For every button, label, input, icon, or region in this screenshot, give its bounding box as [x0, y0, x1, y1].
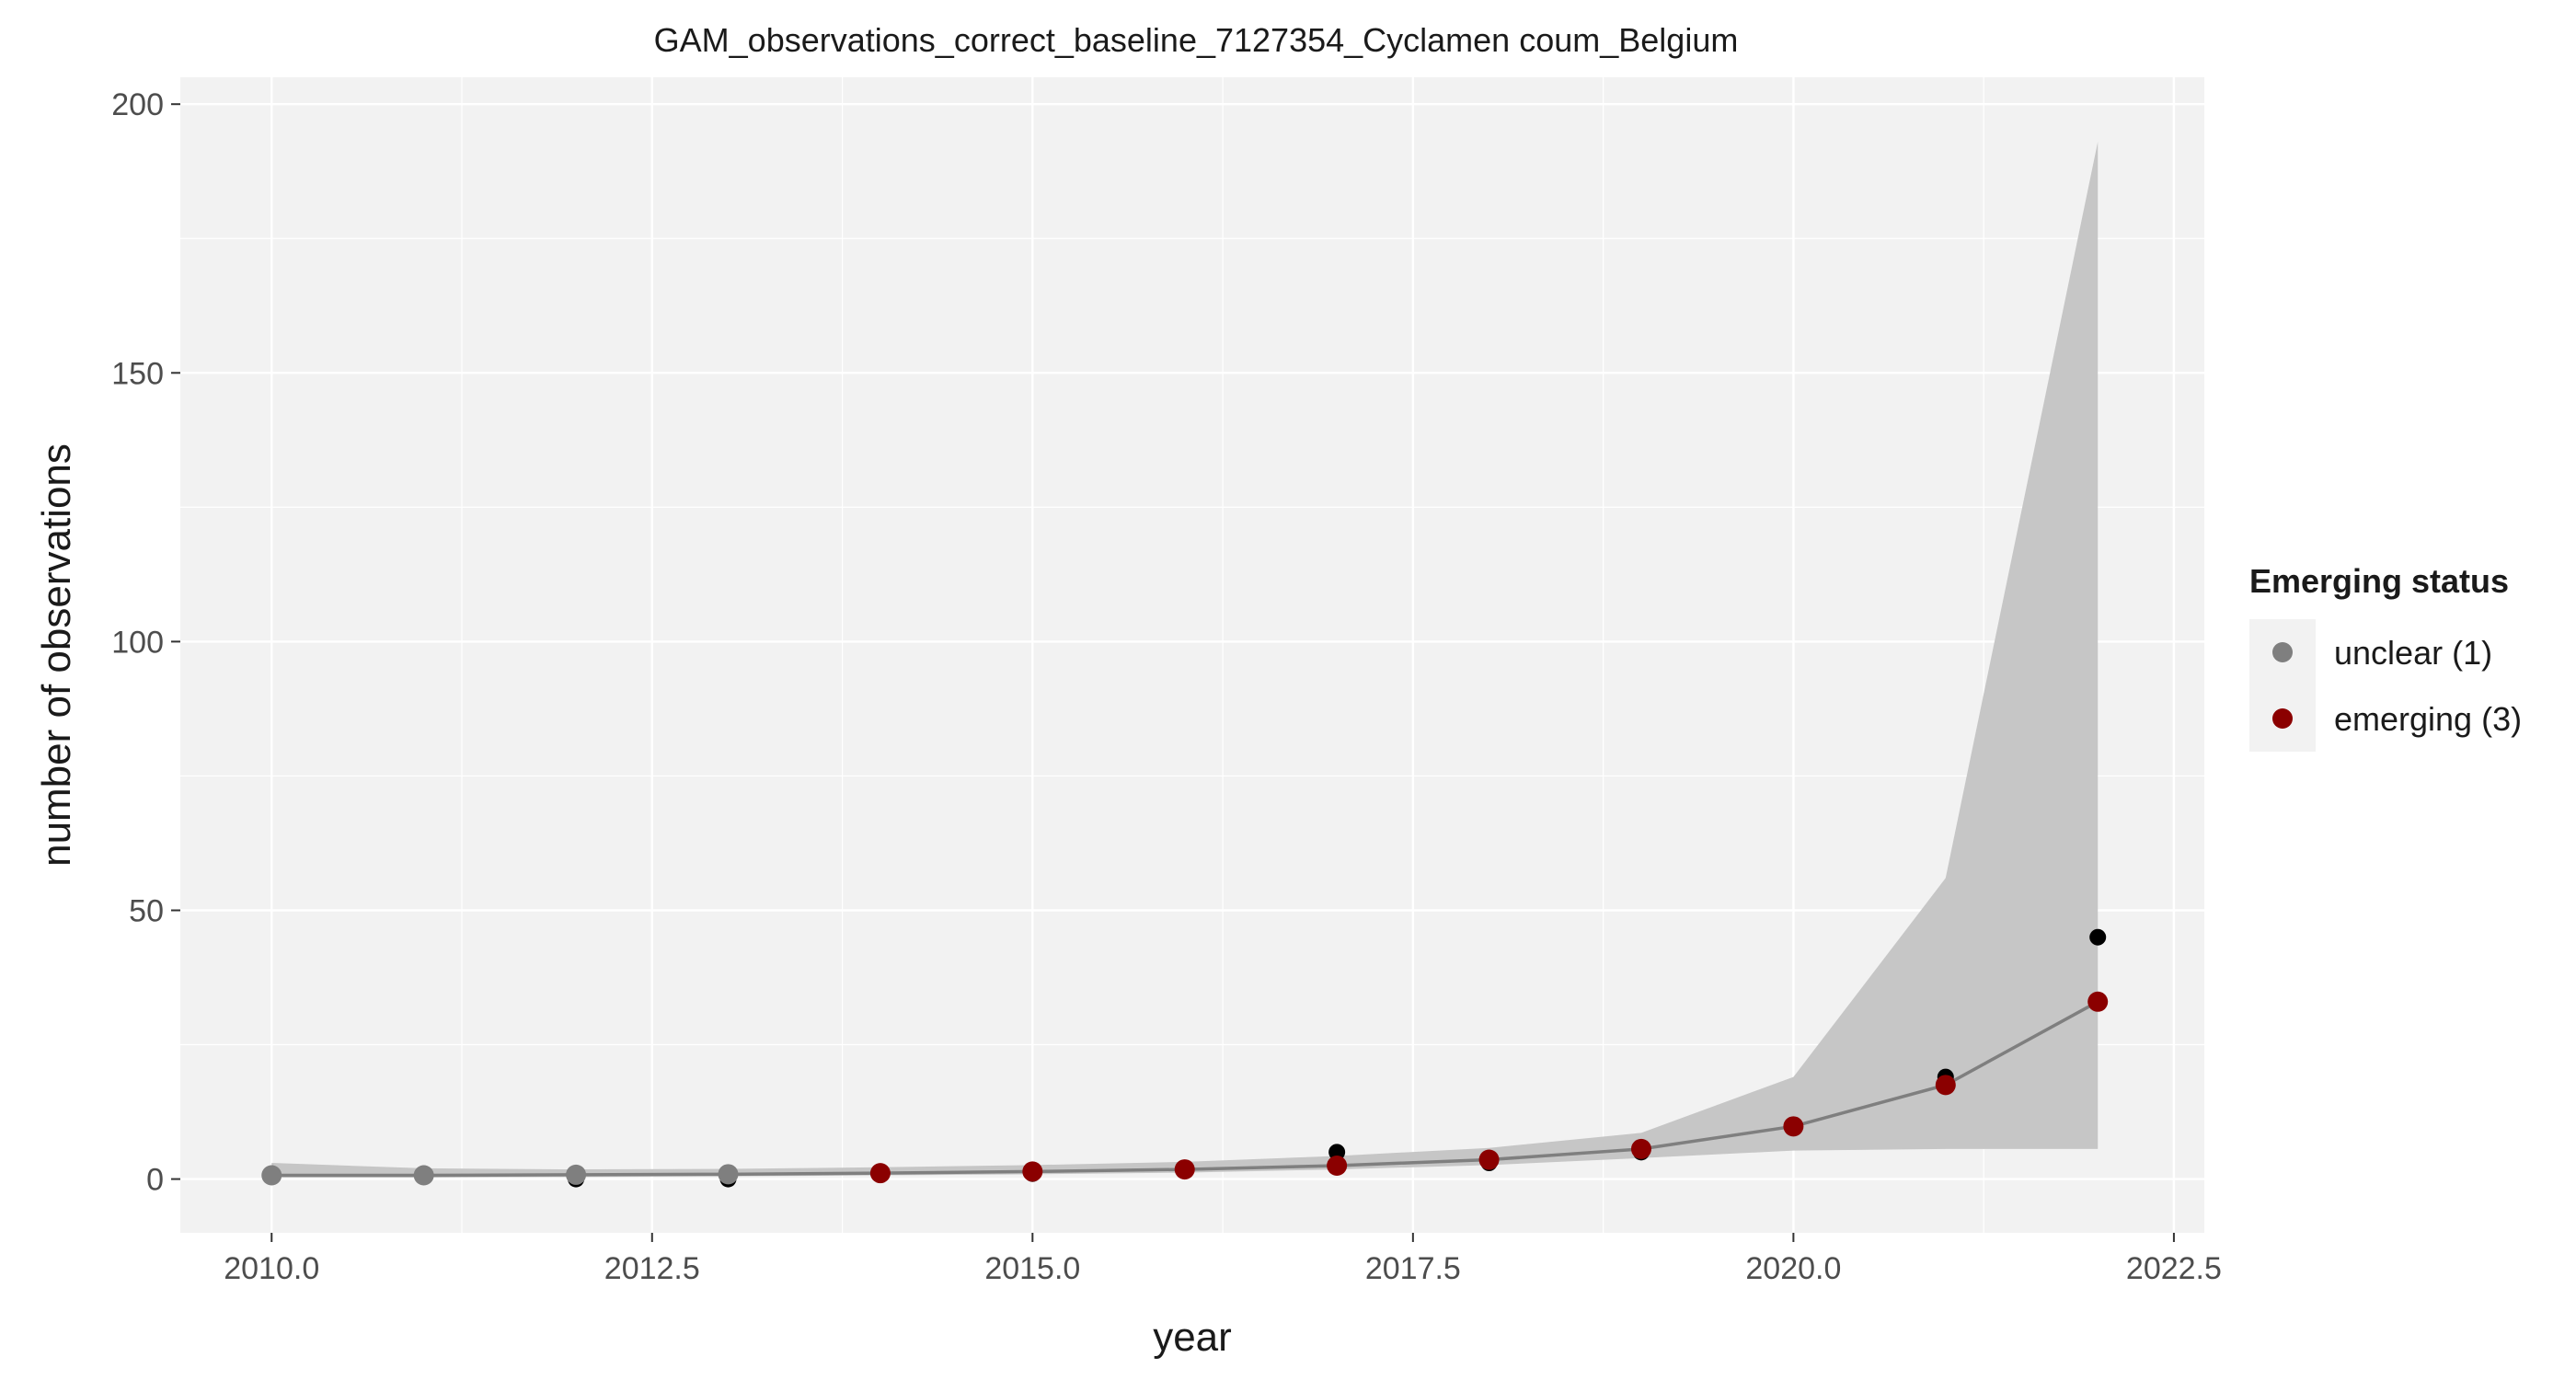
y-tick-label: 0 [146, 1163, 164, 1198]
observed-point [1328, 1144, 1346, 1161]
legend-label-unclear: unclear (1) [2334, 634, 2492, 672]
y-tick-label: 50 [129, 893, 164, 928]
y-axis-title: number of observations [34, 443, 79, 867]
fitted-point-unclear [566, 1164, 587, 1185]
fitted-point-emerging [1174, 1159, 1195, 1180]
fitted-point-emerging [1478, 1149, 1500, 1170]
fitted-point-emerging [1935, 1075, 1956, 1096]
legend-title: Emerging status [2249, 562, 2509, 600]
fitted-point-emerging [1327, 1155, 1348, 1176]
observed-point [2089, 928, 2107, 946]
y-tick-label: 200 [111, 87, 164, 122]
confidence-ribbon-layer [271, 142, 2099, 1178]
x-tick-label: 2022.5 [2126, 1251, 2222, 1286]
x-tick-label: 2015.0 [984, 1251, 1080, 1286]
fitted-points-layer [261, 991, 2109, 1186]
x-tick-label: 2010.0 [224, 1251, 319, 1286]
legend-label-emerging: emerging (3) [2334, 700, 2522, 738]
fitted-point-emerging [869, 1163, 891, 1184]
y-axis-ticks: 0 50 100 150 200 [111, 87, 180, 1198]
fitted-point-unclear [413, 1165, 434, 1186]
fitted-point-emerging [1783, 1116, 1804, 1137]
x-tick-label: 2012.5 [604, 1251, 700, 1286]
x-axis-ticks: 2010.0 2012.5 2015.0 2017.5 2020.0 2022.5 [224, 1233, 2222, 1286]
confidence-ribbon [271, 142, 2099, 1178]
fitted-point-emerging [1022, 1161, 1043, 1182]
major-gridlines [180, 77, 2204, 1233]
legend-key-emerging [2272, 708, 2293, 729]
fitted-point-emerging [2087, 991, 2109, 1012]
y-tick-label: 100 [111, 625, 164, 660]
legend-key-unclear [2272, 642, 2293, 662]
x-tick-label: 2020.0 [1745, 1251, 1841, 1286]
fitted-point-unclear [261, 1165, 282, 1186]
x-tick-label: 2017.5 [1365, 1251, 1461, 1286]
legend: Emerging status unclear (1) emerging (3) [2249, 562, 2522, 752]
y-tick-label: 150 [111, 356, 164, 391]
chart-title: GAM_observations_correct_baseline_712735… [654, 21, 1739, 59]
fitted-point-unclear [718, 1164, 739, 1185]
fitted-point-emerging [1630, 1138, 1651, 1159]
x-axis-title: year [1153, 1315, 1232, 1360]
legend-key-background [2249, 619, 2316, 752]
